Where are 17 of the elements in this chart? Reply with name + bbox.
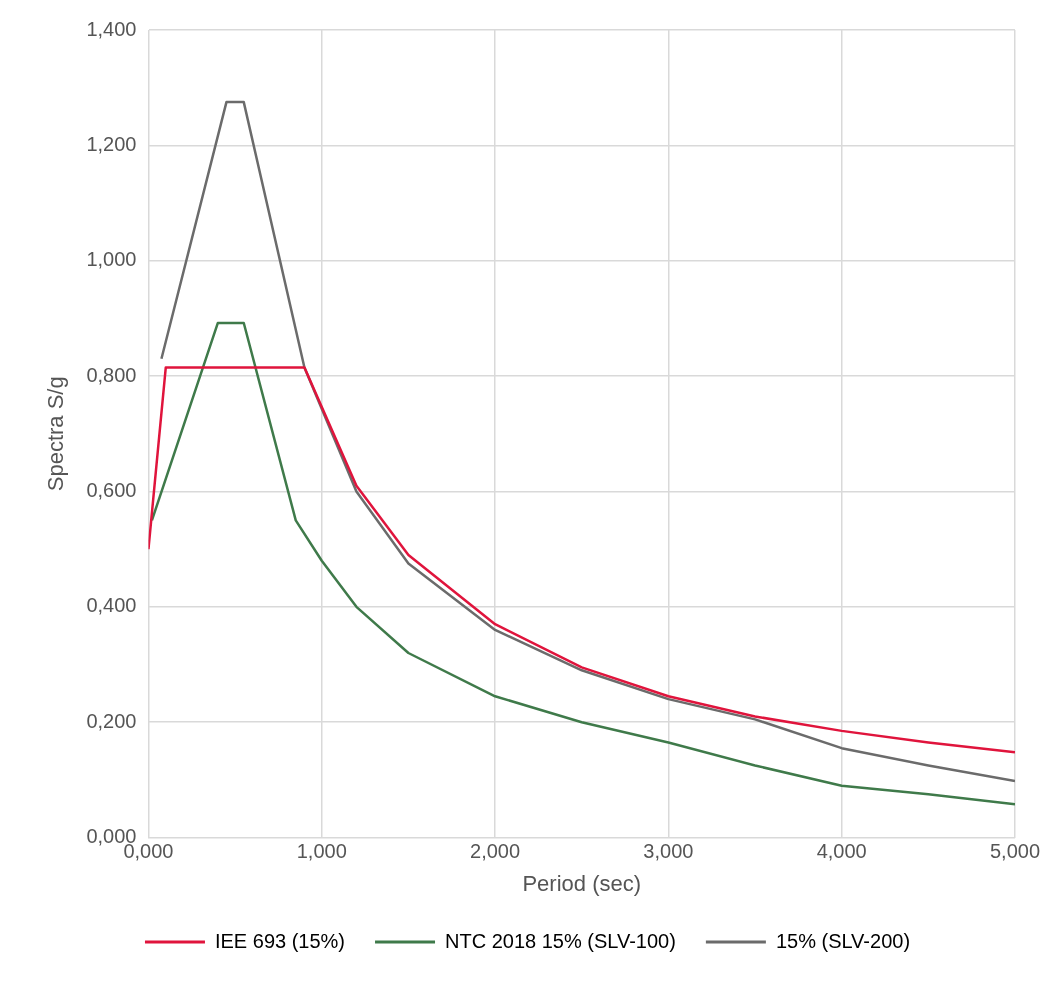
x-tick-label: 5,000 <box>989 840 1041 863</box>
y-tick-label: 0,800 <box>86 363 137 386</box>
legend-label: NTC 2018 15% (SLV-100) <box>445 929 676 952</box>
y-axis-title: Spectra S/g <box>43 376 69 492</box>
x-tick-label: 1,000 <box>296 840 347 863</box>
x-tick-label: 4,000 <box>816 840 867 863</box>
y-tick-label: 0,400 <box>86 594 137 617</box>
legend-label: IEE 693 (15%) <box>214 929 346 952</box>
legend-label: 15% (SLV-200) <box>775 929 911 952</box>
y-tick-label: 0,600 <box>86 479 137 501</box>
y-tick-label: 1,400 <box>86 17 137 40</box>
x-axis-title: Period (sec) <box>522 870 642 896</box>
y-tick-label: 0,200 <box>86 709 137 732</box>
y-tick-label: 1,200 <box>86 132 137 155</box>
x-tick-label: 2,000 <box>470 840 521 863</box>
x-tick-label: 3,000 <box>643 840 694 863</box>
y-tick-label: 1,000 <box>86 248 137 271</box>
